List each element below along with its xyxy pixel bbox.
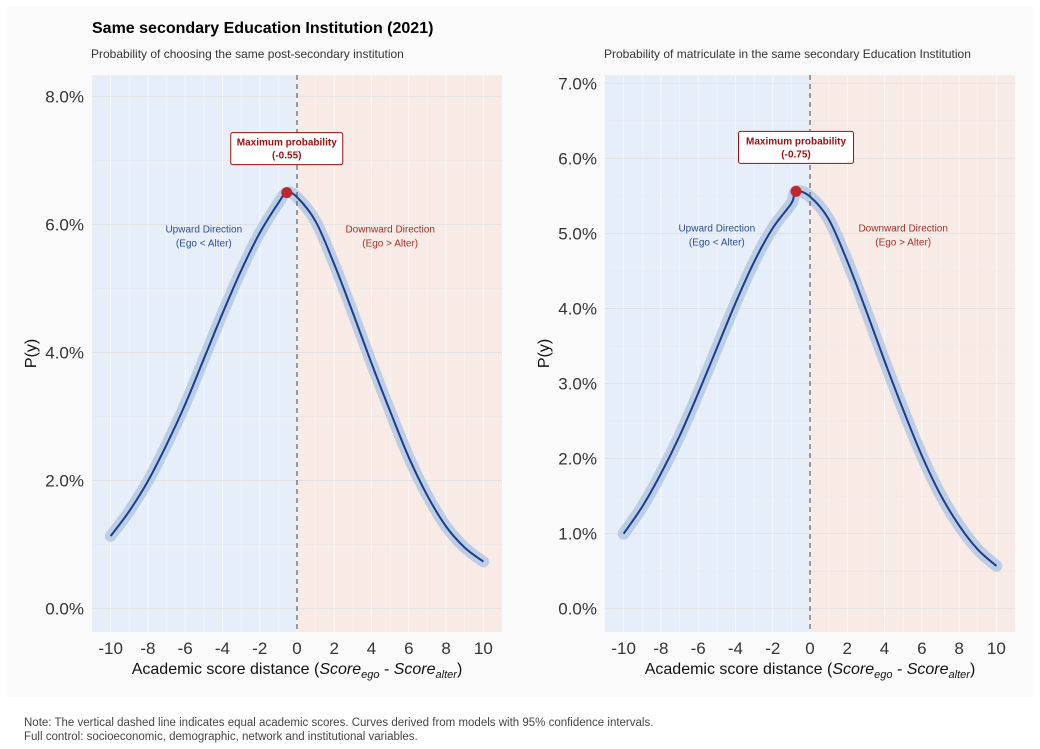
x-tick-label: 8: [954, 639, 963, 658]
x-axis-label: Academic score distance (Scoreego - Scor…: [645, 661, 976, 681]
x-tick-label: 0: [292, 639, 301, 658]
probability-curve: [622, 190, 998, 567]
x-tick-label: -8: [140, 639, 155, 658]
x-tick-label: -4: [215, 639, 230, 658]
x-tick-label: 6: [404, 639, 413, 658]
x-tick-label: 0: [805, 639, 814, 658]
x-tick-label: -8: [653, 639, 668, 658]
x-tick-label: -2: [765, 639, 780, 658]
x-tick-label: 4: [880, 639, 889, 658]
left-panel-subtitle: Probability of choosing the same post-se…: [91, 47, 404, 61]
upward-sublabel: (Ego < Alter): [689, 237, 745, 248]
y-tick-label: 5.0%: [558, 224, 597, 243]
x-tick-label: 2: [330, 639, 339, 658]
max-label-title: Maximum probability: [746, 136, 846, 147]
x-tick-label: -10: [98, 639, 123, 658]
downward-region: [810, 75, 1015, 632]
footnote-line-1: Note: The vertical dashed line indicates…: [24, 717, 654, 729]
y-tick-label: 2.0%: [45, 471, 84, 490]
chart-right: Maximum probability (-0.75) Upward Directi…: [536, 74, 1015, 681]
x-tick-label: 8: [441, 639, 450, 658]
max-label-title: Maximum probability: [237, 138, 337, 149]
y-tick-label: 2.0%: [558, 450, 597, 469]
y-tick-label: 4.0%: [45, 344, 84, 363]
figure-title: Same secondary Education Institution (20…: [92, 20, 434, 37]
y-tick-label: 8.0%: [45, 88, 84, 107]
downward-sublabel: (Ego > Alter): [875, 237, 931, 248]
footnote-line-2: Full control: socioeconomic, demographic…: [24, 731, 418, 743]
y-tick-label: 6.0%: [45, 216, 84, 235]
x-tick-label: 10: [474, 639, 493, 658]
max-label-box: [738, 130, 855, 164]
max-point: [281, 187, 293, 199]
downward-label: Downward Direction: [858, 223, 947, 234]
upward-label: Upward Direction: [165, 225, 242, 236]
max-label-box: [230, 132, 344, 166]
x-tick-label: -2: [252, 639, 267, 658]
y-tick-label: 3.0%: [558, 375, 597, 394]
y-axis-label: P(y): [536, 339, 553, 368]
x-tick-label: 4: [367, 639, 376, 658]
upward-sublabel: (Ego < Alter): [176, 239, 232, 250]
downward-region: [297, 75, 502, 632]
upward-label: Upward Direction: [678, 223, 755, 234]
y-tick-label: 7.0%: [558, 74, 597, 93]
y-tick-label: 4.0%: [558, 299, 597, 318]
max-label-value: (-0.55): [272, 151, 301, 162]
max-point: [790, 185, 802, 197]
x-tick-label: 6: [917, 639, 926, 658]
right-panel-subtitle: Probability of matriculate in the same s…: [604, 47, 971, 61]
upward-region: [605, 75, 810, 632]
y-tick-label: 0.0%: [45, 599, 84, 618]
x-tick-label: -6: [178, 639, 193, 658]
y-tick-label: 1.0%: [558, 525, 597, 544]
x-tick-label: -10: [611, 639, 636, 658]
x-axis-label: Academic score distance (Scoreego - Scor…: [132, 661, 463, 681]
footnote: Note: The vertical dashed line indicates…: [24, 716, 653, 744]
y-tick-label: 0.0%: [558, 600, 597, 619]
x-tick-label: 2: [843, 639, 852, 658]
upward-region: [92, 75, 297, 632]
downward-label: Downward Direction: [345, 225, 434, 236]
x-tick-label: -6: [691, 639, 706, 658]
downward-sublabel: (Ego > Alter): [362, 239, 418, 250]
x-tick-label: -4: [728, 639, 743, 658]
x-tick-label: 10: [987, 639, 1006, 658]
max-label-value: (-0.75): [781, 149, 810, 160]
y-tick-label: 6.0%: [558, 149, 597, 168]
chart-left: Maximum probability (-0.55) Upward Directi…: [23, 75, 502, 681]
y-axis-label: P(y): [23, 339, 40, 368]
